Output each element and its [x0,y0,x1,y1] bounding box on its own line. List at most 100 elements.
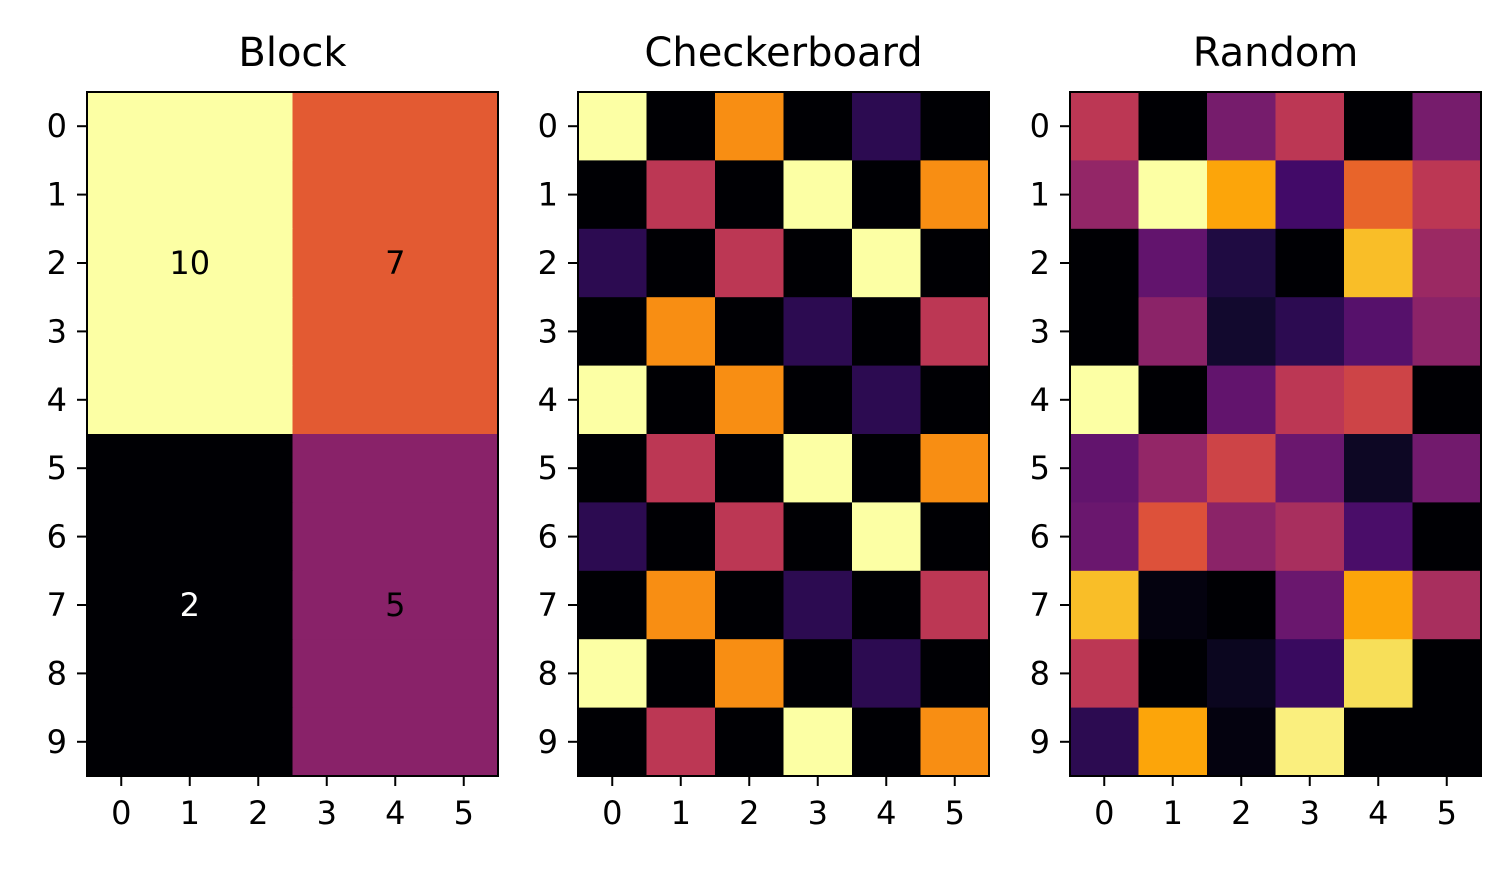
heatmap-cell [578,502,648,572]
heatmap-cell [646,502,716,572]
heatmap-cell [715,365,785,435]
heatmap-cell [87,434,157,503]
heatmap-cell [646,707,716,777]
heatmap-cell [429,502,499,572]
heatmap-cell [646,160,716,230]
heatmap-cell [292,434,362,503]
y-tick-label: 4 [538,381,558,419]
heatmap-cell [783,570,853,640]
heatmap-cell [1412,502,1482,572]
heatmap-cell [578,228,648,298]
heatmap-cell [1207,570,1277,640]
y-tick-label: 2 [1030,244,1050,282]
heatmap-cell [429,707,499,777]
heatmap-cell [1207,228,1277,298]
y-tick-label: 0 [47,107,67,145]
heatmap-cell [1412,160,1482,230]
heatmap-cell [646,434,716,503]
heatmap-cell [224,365,294,435]
heatmap-cell [715,92,785,161]
heatmap-cell [1412,228,1482,298]
heatmap-cell [87,160,157,230]
x-tick-label: 2 [1231,794,1251,832]
heatmap-cell [920,365,990,435]
heatmap-cell [578,160,648,230]
heatmap-cell [1070,570,1140,640]
cell-annotation: 5 [385,586,405,624]
heatmap-cell [1138,365,1208,435]
heatmap-cell [646,639,716,709]
random-panel: Random 0 1 2 3 4 5 6 7 8 9 0 1 2 3 4 5 [1030,30,1482,832]
heatmap-cell [361,570,431,640]
heatmap-cell [87,365,157,435]
panel-title: Checkerboard [644,30,922,76]
heatmap-cell [852,92,922,161]
heatmap-cell [715,160,785,230]
heatmap-cell [1207,434,1277,503]
heatmap-cell [852,297,922,367]
heatmap-cell [87,639,157,709]
heatmap-cell [87,570,157,640]
heatmap-cell [783,365,853,435]
y-tick-label: 0 [1030,107,1050,145]
heatmap-cell [715,297,785,367]
y-tick-label: 4 [47,381,67,419]
heatmap-cell [224,707,294,777]
heatmap-cell [1138,160,1208,230]
heatmap-cell [224,92,294,161]
heatmap-cell [87,502,157,572]
y-tick-label: 3 [47,312,67,350]
heatmap-cell [715,228,785,298]
heatmap-cell [1344,502,1414,572]
y-tick-label: 8 [47,654,67,692]
heatmap-cell [429,92,499,161]
heatmap-cell [715,434,785,503]
heatmap-cell [292,707,362,777]
heatmap-cell [1412,297,1482,367]
y-tick-label: 8 [1030,654,1050,692]
x-tick-label: 5 [454,794,474,832]
heatmap-cell [292,228,362,298]
heatmap-cell [1275,365,1345,435]
heatmap-cell [155,707,225,777]
heatmap-cell [920,434,990,503]
y-tick-label: 5 [1030,449,1050,487]
heatmap-cell [1070,365,1140,435]
heatmap-cell [1275,297,1345,367]
x-tick-label: 2 [248,794,268,832]
y-tick-label: 8 [538,654,558,692]
heatmap-cell [1412,570,1482,640]
heatmap-cell [292,365,362,435]
cell-annotation: 10 [169,244,210,282]
heatmap-cell [920,639,990,709]
heatmap-cell [646,92,716,161]
y-tick-label: 9 [1030,723,1050,761]
heatmap-cell [1207,297,1277,367]
heatmap-cell [361,434,431,503]
y-tick-label: 1 [1030,176,1050,214]
x-tick-label: 3 [808,794,828,832]
heatmap-cell [361,160,431,230]
heatmap-cell [155,92,225,161]
y-tick-label: 2 [538,244,558,282]
heatmap-cell [1138,434,1208,503]
heatmap-cell [852,570,922,640]
heatmap-cell [361,639,431,709]
heatmap-cell [646,365,716,435]
x-tick-label: 0 [1094,794,1114,832]
heatmap-cell [361,707,431,777]
heatmap-cell [1070,228,1140,298]
heatmap-cell [578,639,648,709]
heatmap-cell [1138,570,1208,640]
heatmap-cell [224,297,294,367]
heatmap-cell [1275,570,1345,640]
heatmap-cell [87,92,157,161]
heatmap-cell [155,228,225,298]
heatmap-cell [292,297,362,367]
heatmap-cell [1412,365,1482,435]
y-tick-label: 4 [1030,381,1050,419]
heatmap-cell [224,502,294,572]
y-tick-label: 9 [47,723,67,761]
heatmap-cell [155,502,225,572]
y-tick-label: 5 [538,449,558,487]
